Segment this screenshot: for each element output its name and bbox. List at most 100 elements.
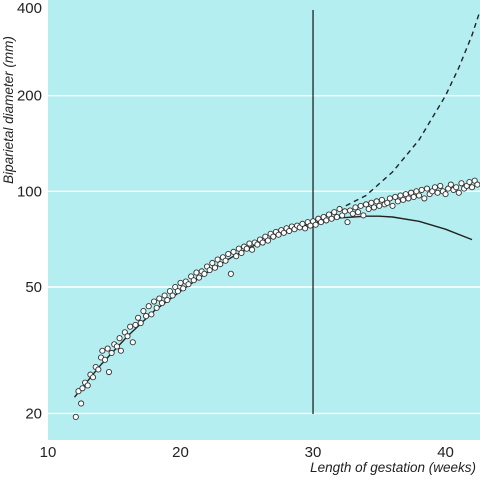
data-point-150 bbox=[466, 178, 473, 186]
data-point-23 bbox=[129, 339, 136, 346]
data-point-127 bbox=[405, 195, 412, 202]
x-tick-30: 30 bbox=[305, 444, 322, 461]
data-point-52 bbox=[206, 267, 213, 274]
x-tick-labels: 10 20 30 40 bbox=[40, 444, 454, 461]
data-point-76 bbox=[270, 233, 277, 240]
data-point-141 bbox=[442, 191, 449, 198]
data-point-82 bbox=[286, 227, 293, 235]
data-point-37 bbox=[166, 288, 173, 295]
data-point-60 bbox=[227, 270, 234, 277]
data-point-146 bbox=[455, 189, 462, 196]
data-point-53 bbox=[209, 259, 216, 267]
x-tick-10: 10 bbox=[40, 444, 57, 461]
data-point-115 bbox=[373, 198, 380, 205]
data-point-61 bbox=[230, 248, 237, 255]
data-point-40 bbox=[174, 288, 181, 295]
data-point-1 bbox=[75, 388, 82, 395]
data-point-25 bbox=[135, 314, 142, 321]
data-point-46 bbox=[190, 277, 197, 284]
data-point-50 bbox=[201, 270, 208, 277]
data-point-66 bbox=[243, 245, 250, 252]
y-tick-400: 400 bbox=[17, 0, 42, 17]
data-point-125 bbox=[400, 196, 407, 203]
data-point-68 bbox=[249, 246, 256, 253]
data-point-48 bbox=[196, 274, 203, 281]
data-point-9 bbox=[95, 366, 102, 373]
data-point-18 bbox=[116, 335, 123, 342]
data-point-33 bbox=[156, 295, 163, 302]
data-point-97 bbox=[325, 211, 332, 218]
data-point-96 bbox=[323, 217, 330, 224]
data-point-67 bbox=[246, 240, 253, 247]
y-axis-label: Biparietal diameter (mm) bbox=[1, 36, 16, 184]
data-point-31 bbox=[150, 298, 158, 305]
data-point-145 bbox=[453, 184, 460, 191]
data-point-103 bbox=[341, 208, 348, 215]
data-point-131 bbox=[415, 192, 423, 199]
y-tick-50: 50 bbox=[25, 279, 42, 296]
dashed-curve bbox=[312, 10, 480, 222]
data-point-119 bbox=[384, 199, 391, 206]
data-point-88 bbox=[302, 225, 309, 232]
data-point-58 bbox=[222, 257, 229, 264]
y-tick-20: 20 bbox=[25, 405, 42, 422]
data-point-21 bbox=[124, 333, 131, 340]
data-point-121 bbox=[389, 202, 396, 209]
data-point-133 bbox=[421, 195, 428, 202]
data-point-116 bbox=[376, 202, 383, 209]
data-point-19 bbox=[117, 347, 124, 354]
data-point-5 bbox=[84, 382, 91, 389]
data-point-56 bbox=[217, 261, 224, 268]
data-point-47 bbox=[193, 269, 200, 276]
data-point-14 bbox=[105, 368, 113, 376]
data-point-113 bbox=[368, 199, 375, 206]
data-point-7 bbox=[90, 374, 97, 381]
data-point-39 bbox=[172, 283, 179, 291]
data-point-3 bbox=[79, 385, 86, 392]
data-point-17 bbox=[113, 343, 120, 350]
data-point-41 bbox=[177, 279, 184, 286]
data-point-11 bbox=[99, 347, 106, 354]
data-point-12 bbox=[101, 356, 109, 363]
data-point-34 bbox=[158, 300, 166, 307]
data-point-15 bbox=[108, 349, 115, 357]
data-point-64 bbox=[238, 249, 245, 256]
data-point-134 bbox=[423, 185, 431, 192]
data-point-55 bbox=[214, 256, 221, 263]
data-point-29 bbox=[145, 303, 152, 310]
data-point-143 bbox=[447, 181, 454, 188]
data-point-63 bbox=[235, 245, 242, 252]
data-point-107 bbox=[352, 204, 359, 211]
data-point-114 bbox=[370, 204, 378, 211]
data-point-30 bbox=[148, 311, 155, 318]
data-point-44 bbox=[185, 281, 192, 288]
data-point-70 bbox=[254, 241, 261, 248]
x-axis-label: Length of gestation (weeks) bbox=[310, 460, 476, 475]
data-points bbox=[72, 177, 480, 420]
data-point-123 bbox=[394, 198, 401, 205]
data-point-36 bbox=[164, 296, 171, 304]
data-point-74 bbox=[264, 237, 272, 244]
data-point-27 bbox=[140, 308, 147, 315]
data-point-100 bbox=[333, 213, 340, 221]
data-point-38 bbox=[169, 292, 176, 299]
x-tick-40: 40 bbox=[437, 444, 454, 461]
data-point-2 bbox=[78, 400, 85, 407]
data-point-80 bbox=[280, 229, 287, 236]
data-point-138 bbox=[434, 189, 441, 196]
data-point-110 bbox=[360, 212, 367, 219]
data-point-120 bbox=[386, 195, 393, 202]
y-tick-labels: 20 50 100 200 400 bbox=[17, 0, 42, 422]
data-point-59 bbox=[225, 250, 232, 258]
data-point-108 bbox=[355, 209, 362, 216]
data-point-139 bbox=[437, 182, 444, 189]
data-point-111 bbox=[362, 201, 370, 208]
data-point-92 bbox=[312, 221, 319, 228]
data-point-28 bbox=[143, 313, 150, 320]
data-point-106 bbox=[349, 210, 356, 217]
data-point-94 bbox=[317, 219, 325, 226]
data-point-122 bbox=[392, 193, 399, 201]
data-point-24 bbox=[132, 321, 139, 328]
data-point-54 bbox=[211, 264, 219, 271]
